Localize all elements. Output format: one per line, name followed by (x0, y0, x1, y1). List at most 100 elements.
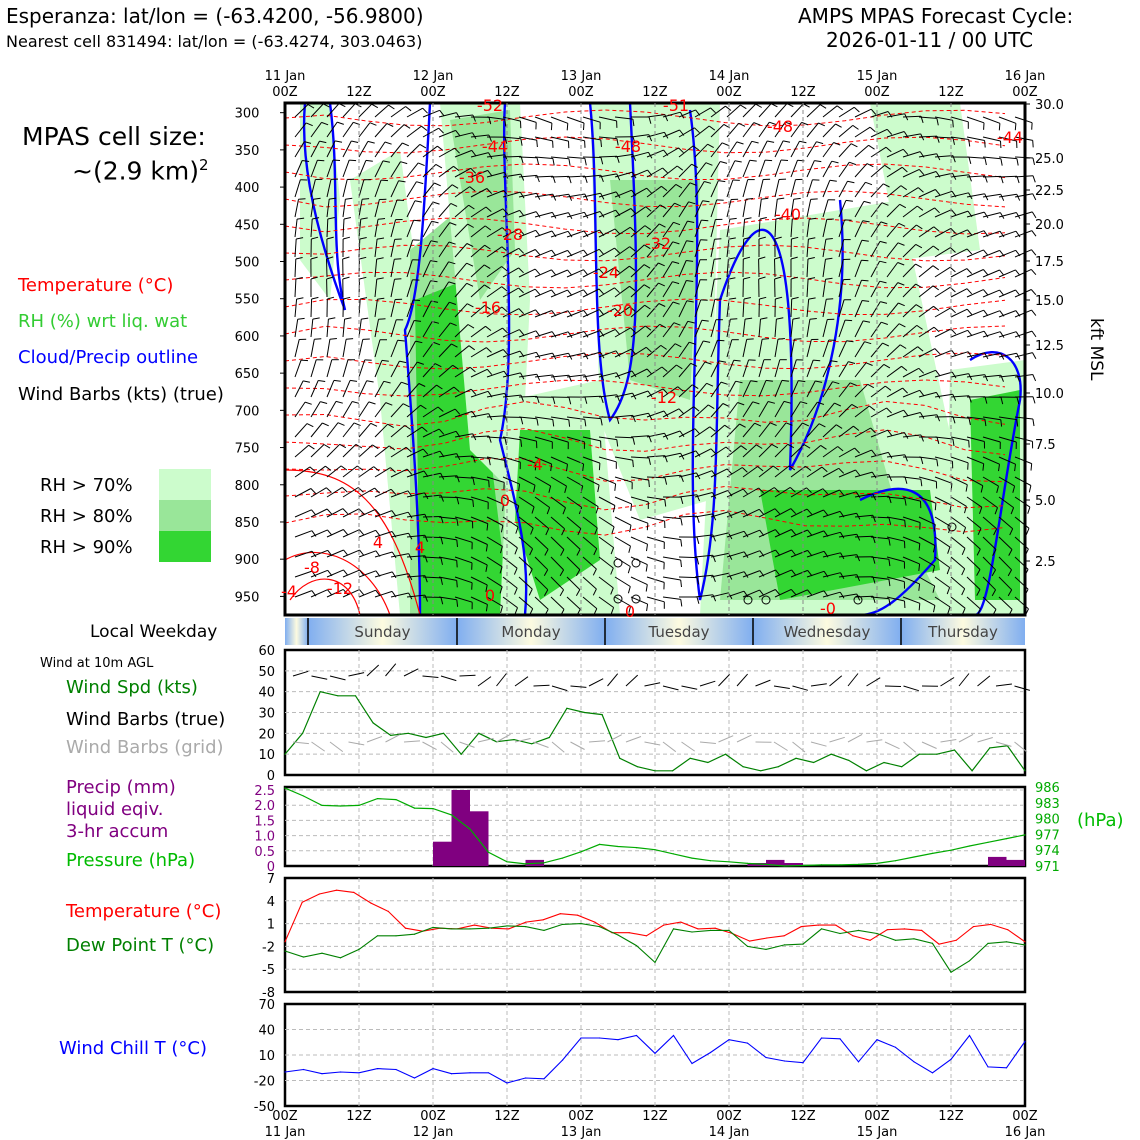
wind-barb (502, 496, 520, 513)
weekday-strip (285, 618, 1025, 645)
wind-barb (662, 322, 681, 338)
wind-barb (550, 396, 572, 405)
temperature-line-point (903, 928, 906, 930)
wind-barb-grid (403, 740, 421, 743)
wind-barb (342, 379, 358, 398)
wind-barb (294, 550, 317, 558)
wind-barb (614, 226, 636, 238)
wind-barb (310, 338, 322, 358)
wind-barb (550, 576, 565, 597)
wind-barb (678, 536, 700, 545)
wind-barb (790, 197, 801, 218)
wind-speed-line-point (425, 736, 427, 739)
rh-region-3 (415, 280, 510, 615)
wind-barb (454, 114, 476, 122)
dewpoint-line-point (950, 971, 952, 973)
wind-barb (822, 277, 833, 298)
wind-barb (598, 516, 615, 534)
wind-barb (454, 243, 474, 258)
wind-barb-grid (718, 735, 734, 743)
wind-barb (486, 349, 509, 358)
wind-barb (934, 209, 957, 218)
wind-barb (679, 596, 700, 604)
wind-barb (998, 416, 1019, 427)
wind-barb (438, 386, 460, 398)
wind-barb (966, 416, 987, 427)
wind-barb (886, 323, 906, 338)
wind-barb-true (829, 675, 843, 687)
wind-barb (886, 576, 905, 589)
wind-barb (998, 496, 1015, 515)
wind-barb (438, 129, 461, 138)
wind-barb-grid (773, 741, 788, 751)
wind-barb (726, 467, 748, 478)
wind-barb (918, 414, 941, 422)
wind-barb (918, 456, 939, 467)
wind-barb (694, 107, 716, 118)
wind-barb (358, 159, 373, 178)
wind-barb-grid (570, 741, 585, 750)
wind-barb (838, 447, 860, 458)
wind-barb (390, 258, 402, 278)
wind-barb (646, 366, 668, 378)
wind-barb (502, 576, 518, 595)
wind-barb (822, 467, 845, 478)
wind-true-label: Wind Barbs (true) (66, 709, 226, 730)
wind-barb-grid (496, 733, 511, 743)
calm-wind-circle (743, 595, 753, 605)
temp-contour-label: -44 (997, 128, 1023, 147)
wind-barb (518, 156, 540, 165)
dewpoint-line-point (839, 932, 841, 935)
wind-barb-true (699, 680, 716, 687)
temperature-line-point (817, 924, 820, 926)
wind-barb (694, 426, 716, 438)
wind-barb (774, 338, 785, 358)
wind-barb-grid (514, 738, 531, 743)
wind-barb (566, 211, 589, 219)
wind-barb (358, 179, 371, 198)
wind-barb (838, 180, 855, 198)
wind-barb (518, 476, 536, 493)
wind-at-label: Wind at 10m AGL (40, 656, 154, 671)
wind-barb (454, 536, 473, 550)
wind-barb-true (514, 676, 529, 687)
wind-barb (406, 107, 428, 118)
pressure-line-point (635, 847, 638, 849)
wind-barb (678, 576, 700, 585)
temp-contour-2 (284, 163, 1006, 181)
wind-barb (854, 362, 873, 378)
wind-barb (630, 496, 649, 509)
pressure-ytick: 977 (1035, 828, 1060, 843)
wind-barb (358, 198, 370, 218)
wind-barb (630, 244, 651, 258)
weekday-band (901, 618, 1025, 645)
legend-rh70: RH > 70% (40, 475, 133, 496)
wind-barb (646, 262, 665, 278)
wind-barb (822, 142, 841, 158)
wind-barb (774, 486, 796, 498)
wind-barb (742, 236, 751, 258)
wind-barb (310, 380, 326, 398)
wind-barb (806, 104, 827, 118)
wind-barb (470, 456, 491, 466)
wind-barb (438, 496, 460, 505)
wind-barb (870, 429, 893, 438)
wind-barb (534, 556, 549, 577)
wind-barb (966, 136, 986, 148)
wind-barb (774, 159, 789, 178)
wind-barb (614, 171, 637, 179)
wind-barb (614, 516, 632, 533)
wind-chill-line-point (709, 1051, 712, 1054)
wind-barb (358, 508, 381, 518)
wind-barb (342, 159, 357, 178)
precip-label-2: liquid eqiv. (66, 799, 164, 820)
temp-contour-label: -52 (477, 96, 503, 115)
wind-barb (518, 136, 538, 148)
wind-chill-line-point (321, 1073, 323, 1075)
wind-barb (550, 556, 565, 577)
wind-barb (390, 219, 403, 238)
wind-barb (582, 156, 604, 165)
wind-chill-line-point (913, 1061, 915, 1063)
wind-barb (534, 289, 557, 298)
wind-speed-line-point (971, 770, 973, 772)
